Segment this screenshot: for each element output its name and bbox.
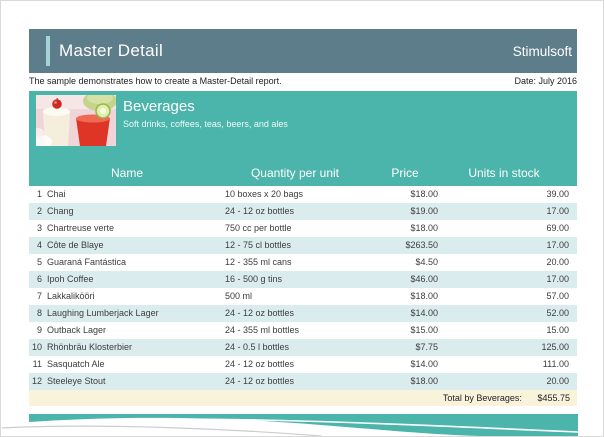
total-row: Total by Beverages: $455.75 — [29, 390, 577, 406]
cell-name: Ipoh Coffee — [47, 274, 94, 284]
cell-units: 125.00 — [541, 342, 569, 352]
cell-units: 20.00 — [546, 376, 569, 386]
cell-num: 1 — [36, 189, 42, 199]
cell-qty: 24 - 12 oz bottles — [225, 206, 295, 216]
report-title: Master Detail — [59, 41, 164, 60]
cell-name: Guaraná Fantástica — [47, 257, 127, 267]
cell-name: Chang — [47, 206, 74, 216]
report-subheader: The sample demonstrates how to create a … — [29, 76, 577, 86]
cell-units: 17.00 — [546, 274, 569, 284]
cell-qty: 24 - 0.5 l bottles — [225, 342, 290, 352]
cell-units: 69.00 — [546, 223, 569, 233]
cell-price: $4.50 — [415, 257, 438, 267]
cell-num: 11 — [32, 359, 42, 369]
cell-name: Outback Lager — [47, 325, 107, 335]
table-column-headers: Name Quantity per unit Price Units in st… — [29, 159, 577, 186]
cell-num: 4 — [36, 240, 42, 250]
cell-qty: 500 ml — [225, 291, 253, 301]
table-row: 3 Chartreuse verte 750 cc per bottle $18… — [29, 220, 577, 237]
footer-wave — [1, 414, 579, 436]
cell-num: 10 — [31, 342, 42, 352]
cell-name: Steeleye Stout — [47, 376, 106, 386]
table-row: 8 Laughing Lumberjack Lager 24 - 12 oz b… — [29, 305, 577, 322]
cell-num: 2 — [36, 206, 42, 216]
cell-num: 5 — [36, 257, 42, 267]
table-row: 4 Côte de Blaye 12 - 75 cl bottles $263.… — [29, 237, 577, 254]
cell-qty: 24 - 12 oz bottles — [225, 308, 295, 318]
cell-price: $15.00 — [410, 325, 438, 335]
cell-units: 20.00 — [546, 257, 569, 267]
table-row: 1 Chai 10 boxes x 20 bags $18.00 39.00 — [29, 186, 577, 203]
table-row: 2 Chang 24 - 12 oz bottles $19.00 17.00 — [29, 203, 577, 220]
cell-qty: 10 boxes x 20 bags — [225, 189, 304, 199]
cell-num: 12 — [31, 376, 42, 386]
cell-units: 39.00 — [546, 189, 569, 199]
table-row: 7 Lakkalikööri 500 ml $18.00 57.00 — [29, 288, 577, 305]
cell-qty: 12 - 75 cl bottles — [225, 240, 292, 250]
column-header-name: Name — [110, 165, 143, 180]
cell-num: 9 — [36, 325, 42, 335]
cell-qty: 24 - 12 oz bottles — [225, 359, 295, 369]
cell-units: 57.00 — [546, 291, 569, 301]
cell-units: 17.00 — [546, 240, 569, 250]
cell-price: $7.75 — [415, 342, 438, 352]
report-description: The sample demonstrates how to create a … — [29, 76, 282, 86]
table-row: 9 Outback Lager 24 - 355 ml bottles $15.… — [29, 322, 577, 339]
total-label: Total by Beverages: — [442, 393, 522, 403]
cell-qty: 16 - 500 g tins — [225, 274, 283, 284]
cell-price: $18.00 — [410, 189, 438, 199]
cell-name: Rhönbräu Klosterbier — [47, 342, 133, 352]
table-row: 6 Ipoh Coffee 16 - 500 g tins $46.00 17.… — [29, 271, 577, 288]
cell-qty: 24 - 355 ml bottles — [225, 325, 300, 335]
category-description: Soft drinks, coffees, teas, beers, and a… — [123, 119, 288, 129]
report-header: Master Detail Stimulsoft — [29, 29, 577, 73]
table-row: 11 Sasquatch Ale 24 - 12 oz bottles $14.… — [29, 356, 577, 373]
column-header-units: Units in stock — [468, 165, 540, 180]
cell-num: 7 — [36, 291, 42, 301]
cell-price: $14.00 — [410, 359, 438, 369]
report-date: Date: July 2016 — [514, 76, 577, 86]
column-header-quantity: Quantity per unit — [250, 165, 340, 180]
cell-qty: 12 - 355 ml cans — [225, 257, 292, 267]
cell-units: 111.00 — [542, 359, 569, 369]
column-header-price: Price — [391, 165, 419, 180]
cell-name: Côte de Blaye — [47, 240, 104, 250]
brand-logo-text: Stimulsoft — [512, 43, 572, 59]
category-header: Beverages Soft drinks, coffees, teas, be… — [29, 91, 577, 186]
category-name: Beverages — [123, 98, 195, 115]
cell-price: $46.00 — [410, 274, 438, 284]
cell-price: $18.00 — [410, 291, 438, 301]
cell-name: Lakkalikööri — [47, 291, 95, 301]
table-row: 10 Rhönbräu Klosterbier 24 - 0.5 l bottl… — [29, 339, 577, 356]
cell-name: Sasquatch Ale — [47, 359, 105, 369]
cell-price: $263.50 — [405, 240, 438, 250]
table-row: 5 Guaraná Fantástica 12 - 355 ml cans $4… — [29, 254, 577, 271]
cell-price: $18.00 — [410, 223, 438, 233]
cell-price: $18.00 — [410, 376, 438, 386]
cell-num: 3 — [36, 223, 42, 233]
title-accent-bar — [46, 36, 50, 66]
cell-name: Chartreuse verte — [47, 223, 115, 233]
beverages-photo — [36, 95, 116, 146]
product-table: 1 Chai 10 boxes x 20 bags $18.00 39.00 2… — [29, 186, 577, 390]
cell-name: Laughing Lumberjack Lager — [47, 308, 159, 318]
cell-name: Chai — [47, 189, 66, 199]
cell-qty: 750 cc per bottle — [225, 223, 292, 233]
cell-num: 6 — [36, 274, 42, 284]
cell-units: 52.00 — [546, 308, 569, 318]
cell-units: 15.00 — [546, 325, 569, 335]
cell-qty: 24 - 12 oz bottles — [225, 376, 295, 386]
cell-num: 8 — [36, 308, 42, 318]
table-row: 12 Steeleye Stout 24 - 12 oz bottles $18… — [29, 373, 577, 390]
total-value: $455.75 — [537, 393, 570, 403]
cell-price: $14.00 — [410, 308, 438, 318]
cell-price: $19.00 — [410, 206, 438, 216]
cell-units: 17.00 — [546, 206, 569, 216]
